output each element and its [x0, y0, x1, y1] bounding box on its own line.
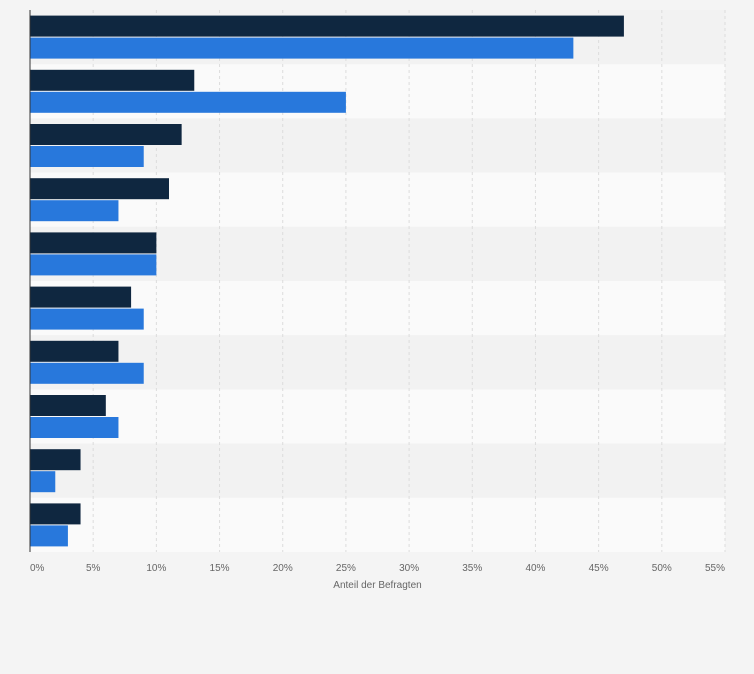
x-tick-labels: 0% 5% 10% 15% 20% 25% 30% 35% 40% 45% 50% 55% [30, 563, 725, 574]
row-band [30, 443, 725, 498]
bar-series-1-category-9[interactable] [30, 449, 81, 471]
bars [30, 15, 624, 547]
x-axis-title: Anteil der Befragten [333, 580, 421, 591]
bar-series-1-category-6[interactable] [30, 286, 132, 308]
x-tick-label: 35% [462, 563, 482, 574]
row-band [30, 335, 725, 390]
bar-series-2-category-3[interactable] [30, 146, 144, 167]
row-band [30, 281, 725, 336]
bar-series-2-category-1[interactable] [30, 37, 574, 59]
bar-series-2-category-2[interactable] [30, 91, 346, 113]
x-tick-label: 15% [210, 563, 230, 574]
x-tick-label: 20% [273, 563, 293, 574]
x-tick-label: 50% [652, 563, 672, 574]
bar-series-2-category-9[interactable] [30, 471, 56, 493]
bar-series-2-category-4[interactable] [30, 200, 119, 222]
x-tick-label: 30% [399, 563, 419, 574]
x-tick-label: 45% [589, 563, 609, 574]
bar-series-1-category-4[interactable] [30, 178, 169, 200]
bar-series-1-category-2[interactable] [30, 69, 195, 91]
bar-series-1-category-1[interactable] [30, 15, 624, 37]
row-bands [30, 10, 725, 552]
x-tick-label: 10% [146, 563, 166, 574]
row-band [30, 497, 725, 552]
bar-series-1-category-7[interactable] [30, 340, 119, 362]
bar-series-1-category-3[interactable] [30, 124, 182, 145]
x-tick-label: 5% [86, 563, 101, 574]
bar-series-1-category-8[interactable] [30, 395, 106, 416]
x-tick-label: 25% [336, 563, 356, 574]
bar-series-2-category-8[interactable] [30, 417, 119, 438]
bar-series-1-category-10[interactable] [30, 503, 81, 525]
bar-series-2-category-5[interactable] [30, 254, 157, 276]
bar-series-2-category-6[interactable] [30, 308, 144, 330]
x-tick-label: 0% [30, 563, 45, 574]
x-tick-label: 40% [525, 563, 545, 574]
bar-series-2-category-7[interactable] [30, 362, 144, 384]
x-tick-label: 55% [705, 563, 725, 574]
row-band [30, 389, 725, 444]
bar-series-1-category-5[interactable] [30, 232, 157, 254]
bar-series-2-category-10[interactable] [30, 525, 68, 547]
